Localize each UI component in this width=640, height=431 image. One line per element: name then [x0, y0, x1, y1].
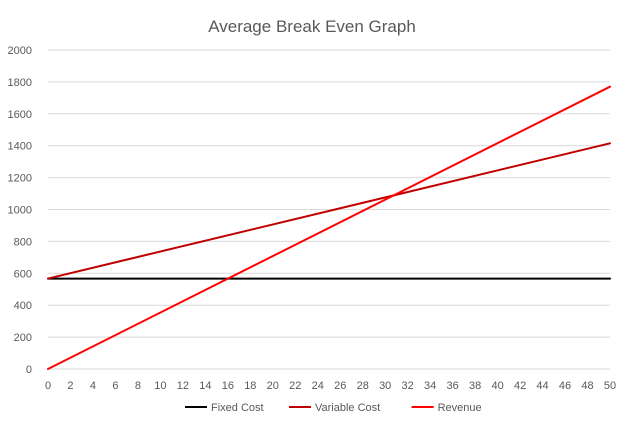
- y-tick-label: 1800: [8, 77, 32, 89]
- y-tick-label: 1600: [8, 109, 32, 121]
- y-tick-label: 400: [14, 300, 32, 312]
- x-tick-label: 2: [67, 380, 73, 392]
- grid-lines: [48, 49, 610, 370]
- x-tick-label: 6: [112, 380, 118, 392]
- legend-item-revenue[interactable]: Revenue: [411, 402, 482, 414]
- x-tick-label: 18: [244, 380, 256, 392]
- x-tick-label: 46: [559, 380, 571, 392]
- x-tick-label: 16: [222, 380, 234, 392]
- x-tick-label: 8: [135, 380, 141, 392]
- series-line-revenue: [47, 85, 611, 370]
- y-tick-label: 1000: [8, 205, 32, 217]
- x-tick-label: 32: [402, 380, 414, 392]
- x-tick-label: 12: [177, 380, 189, 392]
- y-tick-label: 2000: [8, 45, 32, 57]
- series-lines: [47, 85, 611, 370]
- x-tick-label: 28: [357, 380, 369, 392]
- x-tick-label: 14: [199, 380, 211, 392]
- x-tick-label: 24: [312, 380, 324, 392]
- x-tick-label: 20: [267, 380, 279, 392]
- y-tick-label: 0: [26, 364, 32, 376]
- legend-label: Variable Cost: [315, 402, 380, 414]
- x-tick-label: 50: [604, 380, 616, 392]
- legend-item-variable-cost[interactable]: Variable Cost: [289, 402, 380, 414]
- x-tick-label: 4: [90, 380, 96, 392]
- y-tick-label: 1200: [8, 173, 32, 185]
- x-tick-label: 30: [379, 380, 391, 392]
- legend-label: Revenue: [438, 402, 482, 414]
- x-tick-label: 0: [45, 380, 51, 392]
- x-tick-label: 42: [514, 380, 526, 392]
- y-tick-label: 800: [14, 236, 32, 248]
- y-tick-label: 600: [14, 268, 32, 280]
- x-tick-label: 48: [581, 380, 593, 392]
- x-tick-label: 26: [334, 380, 346, 392]
- y-tick-label: 200: [14, 332, 32, 344]
- chart-title: Average Break Even Graph: [208, 17, 416, 36]
- x-tick-label: 10: [154, 380, 166, 392]
- y-tick-label: 1400: [8, 141, 32, 153]
- x-tick-label: 22: [289, 380, 301, 392]
- x-axis: 0 2 4 6 8 10 12 14 16 18 20 22 24 26 28 30 32 34 36 38 40 42 4…: [45, 380, 616, 392]
- legend-item-fixed-cost[interactable]: Fixed Cost: [185, 402, 264, 414]
- x-tick-label: 40: [491, 380, 503, 392]
- legend-label: Fixed Cost: [211, 402, 264, 414]
- x-tick-label: 36: [447, 380, 459, 392]
- legend: Fixed Cost Variable Cost Revenue: [185, 402, 482, 414]
- x-tick-label: 44: [536, 380, 548, 392]
- x-tick-label: 34: [424, 380, 436, 392]
- x-tick-label: 38: [469, 380, 481, 392]
- y-axis: 0 200 400 600 800 1000 1200 1400 1600 1800 2000: [8, 45, 32, 376]
- series-line-variable-cost: [47, 142, 611, 280]
